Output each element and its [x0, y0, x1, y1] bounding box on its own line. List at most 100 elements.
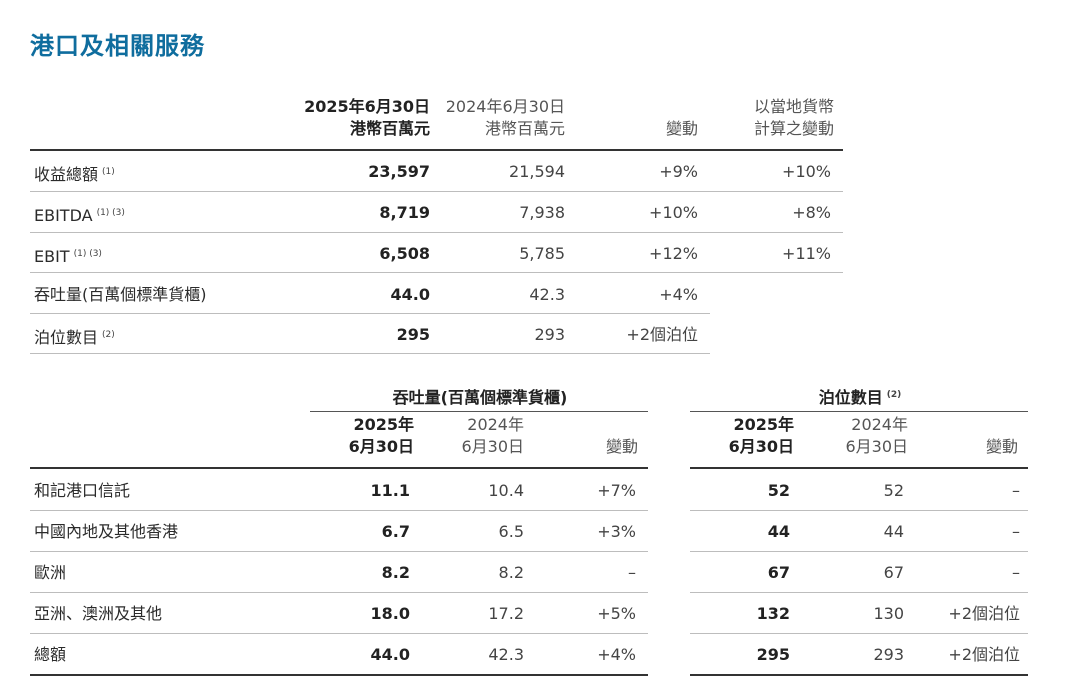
berths-group-title: 泊位數目 (2) [690, 384, 1030, 408]
header-2024-date: 2024年6月30日 [445, 97, 565, 116]
row-label: 歐洲 [34, 563, 67, 582]
sub-header-2025: 2025年 6月30日 [310, 414, 414, 458]
throughput-2025: 18.0 [370, 604, 410, 623]
value-change: +4% [659, 285, 698, 304]
berths-2024: 293 [873, 645, 904, 664]
value-2025: 295 [396, 325, 430, 344]
header-local-line2: 計算之變動 [753, 119, 834, 138]
footnote-ref: (1) [102, 167, 115, 177]
berths-2024: 44 [883, 522, 904, 541]
value-2025: 23,597 [368, 162, 430, 181]
value-change: +10% [649, 203, 698, 222]
header-2024: 2024年6月30日 港幣百萬元 [425, 96, 565, 140]
sub-header-year: 2024年 [851, 415, 908, 434]
throughput-2025: 44.0 [370, 645, 410, 664]
berths-change: +2個泊位 [948, 604, 1020, 623]
table-row: 泊位數目 (2) 295 293 +2個泊位 [30, 315, 710, 355]
table-row: EBIT (1) (3) 6,508 5,785 +12% +11% [30, 234, 843, 274]
berths-2025: 44 [767, 522, 790, 541]
berths-change: +2個泊位 [948, 645, 1020, 664]
berths-title-text: 泊位數目 [818, 388, 883, 407]
throughput-2024: 8.2 [498, 563, 524, 582]
section-title: 港口及相關服務 [30, 32, 205, 60]
row-divider [30, 232, 843, 233]
row-divider [690, 551, 1028, 552]
berths-change: – [1012, 563, 1020, 582]
header-rule [30, 149, 843, 151]
header-rule-left [30, 467, 648, 469]
row-divider [690, 510, 1028, 511]
sub-header-year: 2025年 [353, 415, 414, 434]
row-label: 吞吐量(百萬個標準貨櫃) [34, 285, 207, 304]
row-label: 和記港口信託 [34, 481, 131, 500]
throughput-change: +4% [597, 645, 636, 664]
row-divider [30, 353, 710, 354]
group-rule-berths [690, 411, 1028, 412]
group-rule-throughput [310, 411, 648, 412]
throughput-2024: 42.3 [488, 645, 524, 664]
berths-2025: 295 [756, 645, 790, 664]
value-change: +9% [659, 162, 698, 181]
throughput-change: +7% [597, 481, 636, 500]
sub-header-2024: 2024年 6月30日 [804, 414, 908, 458]
row-divider [30, 313, 710, 314]
table-row: EBITDA (1) (3) 8,719 7,938 +10% +8% [30, 193, 843, 233]
throughput-2025: 8.2 [381, 563, 410, 582]
row-label: EBITDA [34, 206, 93, 225]
sub-header-date: 6月30日 [461, 437, 524, 456]
row-divider [690, 633, 1028, 634]
table-row: 中國內地及其他香港 6.7 6.5 +3% 44 44 – [30, 512, 1030, 552]
berths-2024: 67 [883, 563, 904, 582]
sub-header-date: 6月30日 [348, 437, 414, 456]
throughput-2025: 6.7 [381, 522, 410, 541]
berths-2025: 67 [767, 563, 790, 582]
row-divider [30, 191, 843, 192]
header-rule-right [690, 467, 1028, 469]
sub-header-date: 6月30日 [845, 437, 908, 456]
row-divider [30, 272, 843, 273]
sub-header-2025: 2025年 6月30日 [690, 414, 794, 458]
footnote-ref: (2) [886, 390, 902, 400]
table-row: 收益總額 (1) 23,597 21,594 +9% +10% [30, 152, 843, 192]
sub-header-year: 2024年 [467, 415, 524, 434]
footnote-ref: (1) (3) [73, 249, 102, 259]
berths-change: – [1012, 481, 1020, 500]
row-label: 亞洲、澳洲及其他 [34, 604, 163, 623]
header-local-line1: 以當地貨幣 [753, 97, 834, 116]
value-2025: 6,508 [379, 244, 430, 263]
throughput-2024: 10.4 [488, 481, 524, 500]
row-divider [30, 633, 648, 634]
sub-header-2024: 2024年 6月30日 [420, 414, 524, 458]
row-label: 總額 [34, 645, 67, 664]
value-2024: 42.3 [529, 285, 565, 304]
value-2025: 8,719 [379, 203, 430, 222]
throughput-2024: 17.2 [488, 604, 524, 623]
row-divider [30, 510, 648, 511]
row-divider [30, 551, 648, 552]
row-divider [690, 592, 1028, 593]
sub-header-year: 2025年 [733, 415, 794, 434]
throughput-change: +3% [597, 522, 636, 541]
sub-header-date: 6月30日 [728, 437, 794, 456]
sub-header-change: 變動 [605, 437, 638, 456]
berths-2024: 130 [873, 604, 904, 623]
value-2024: 7,938 [519, 203, 565, 222]
table-row: 歐洲 8.2 8.2 – 67 67 – [30, 553, 1030, 593]
header-2025: 2025年6月30日 港幣百萬元 [290, 96, 430, 140]
footer-rule-right [690, 674, 1028, 676]
throughput-group-title: 吞吐量(百萬個標準貨櫃) [392, 388, 568, 407]
table-row: 亞洲、澳洲及其他 18.0 17.2 +5% 132 130 +2個泊位 [30, 594, 1030, 634]
value-local-change: +8% [792, 203, 831, 222]
table-row: 吞吐量(百萬個標準貨櫃) 44.0 42.3 +4% [30, 275, 710, 315]
row-label: 收益總額 [34, 165, 99, 184]
sub-header-change: 變動 [985, 437, 1018, 456]
row-label: 泊位數目 [34, 328, 99, 347]
footnote-ref: (1) (3) [96, 208, 125, 218]
footnote-ref: (2) [102, 330, 115, 340]
berths-2025: 52 [767, 481, 790, 500]
row-divider [30, 592, 648, 593]
row-label: 中國內地及其他香港 [34, 522, 179, 541]
value-2024: 293 [534, 325, 565, 344]
value-2025: 44.0 [390, 285, 430, 304]
throughput-2025: 11.1 [370, 481, 410, 500]
